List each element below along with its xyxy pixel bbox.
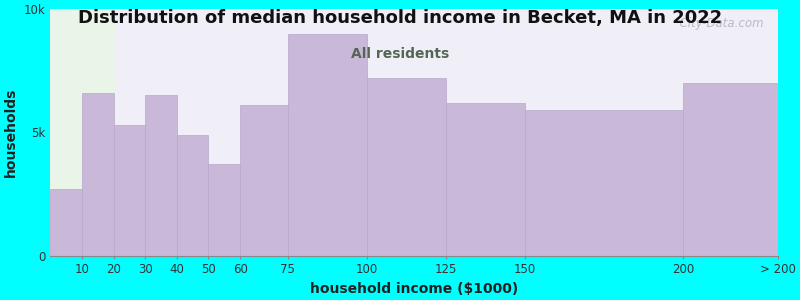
Bar [240,105,287,256]
Bar [287,34,366,256]
Bar [50,9,114,256]
Bar [114,125,146,256]
Text: Distribution of median household income in Becket, MA in 2022: Distribution of median household income … [78,9,722,27]
Bar [209,164,240,256]
Bar [50,189,82,256]
X-axis label: household income ($1000): household income ($1000) [310,282,518,296]
Bar [525,110,683,256]
Bar [366,78,446,256]
Bar [146,95,177,256]
Text: All residents: All residents [351,46,449,61]
Y-axis label: households: households [4,88,18,177]
Bar [446,103,525,256]
Text: City-Data.com: City-Data.com [672,16,763,30]
Bar [82,93,114,256]
Bar [177,135,209,256]
Bar [683,83,778,256]
